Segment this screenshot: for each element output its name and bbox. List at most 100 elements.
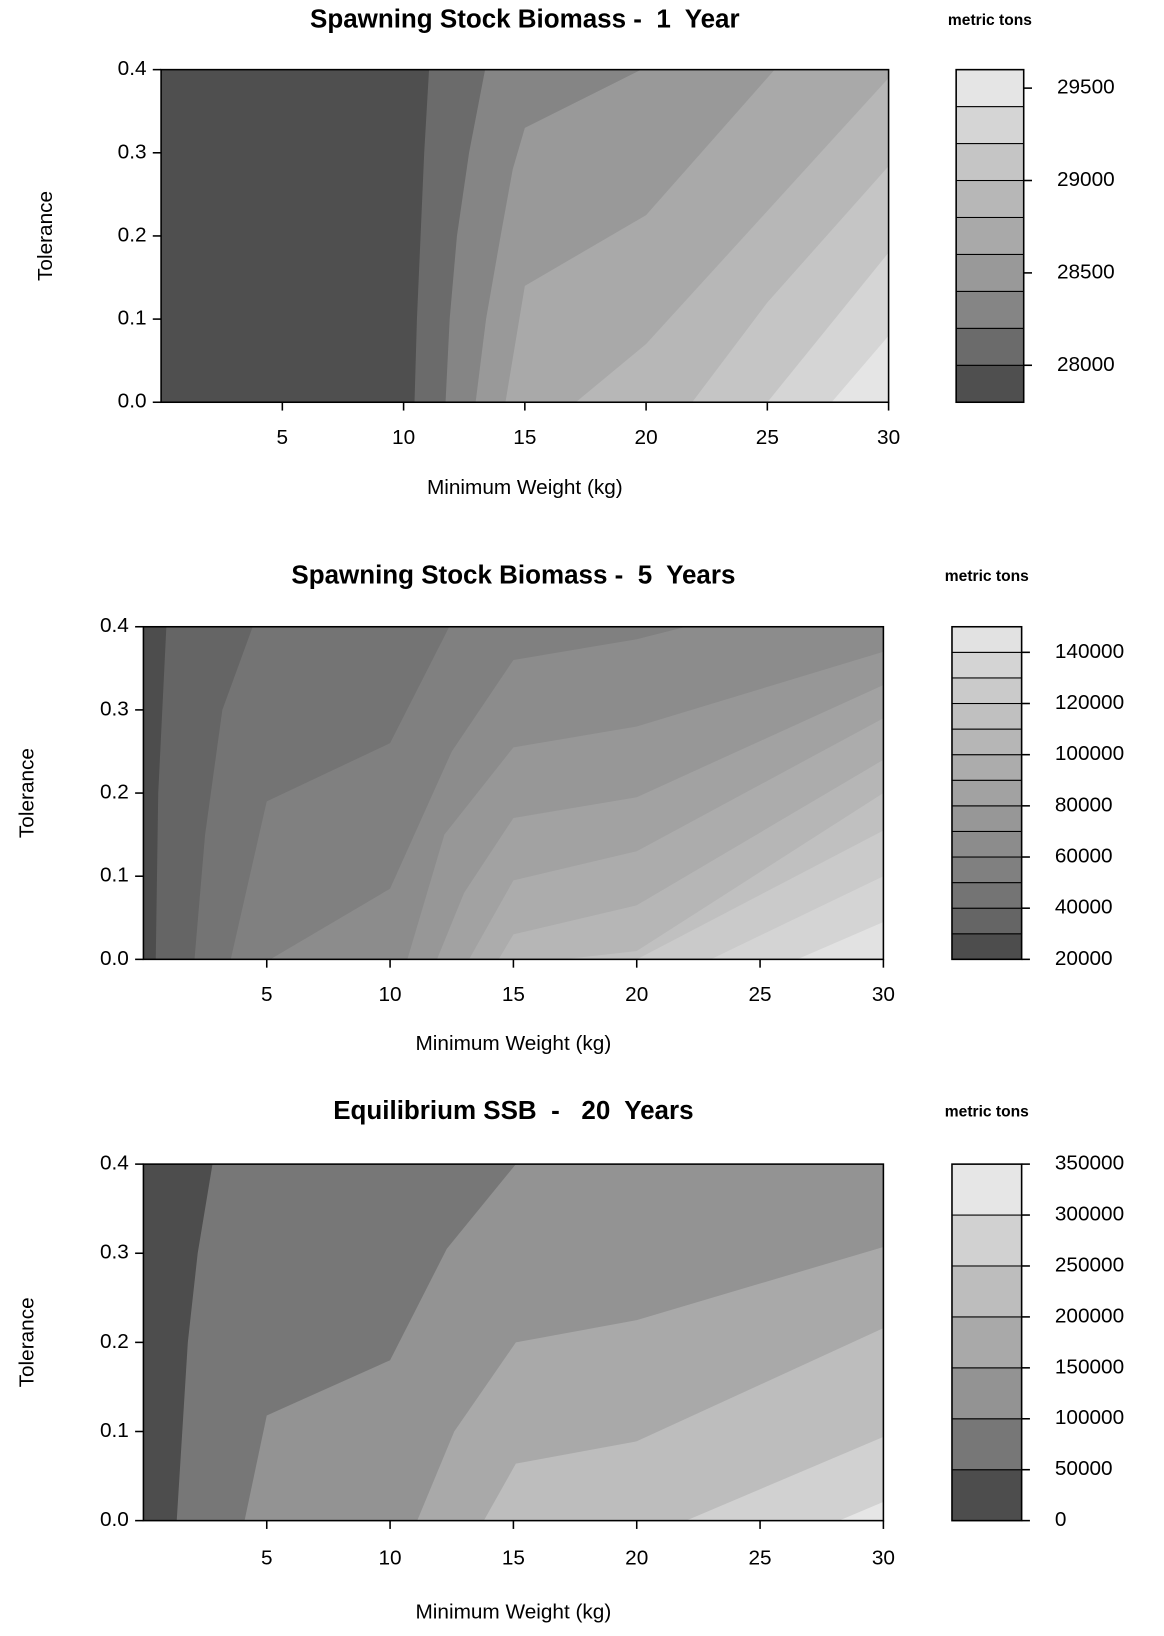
legend-tick-label: 300000 <box>1055 1203 1124 1226</box>
legend-tick-label: 20000 <box>1055 947 1113 970</box>
legend-band <box>951 1163 1023 1216</box>
legend-tick-label: 29500 <box>1057 76 1115 99</box>
legend-band <box>951 1265 1023 1318</box>
legend-band <box>951 1316 1023 1369</box>
y-tick-label: 0.3 <box>118 140 147 163</box>
x-tick-label: 15 <box>502 1547 525 1570</box>
legend-tick-label: 60000 <box>1055 845 1113 868</box>
y-tick-label: 0.2 <box>118 223 147 246</box>
y-tick-label: 0.4 <box>100 614 129 637</box>
legend-band <box>955 179 1025 218</box>
contour-region <box>143 626 253 960</box>
legend-band <box>955 216 1025 255</box>
legend-band <box>951 754 1023 781</box>
y-axis-label: Tolerance <box>34 191 57 281</box>
legend-band <box>955 364 1025 403</box>
legend-band <box>951 907 1023 935</box>
x-tick-label: 5 <box>277 426 289 449</box>
y-tick-label: 0.2 <box>100 781 129 804</box>
legend-frame <box>955 68 1025 404</box>
legend-band <box>951 1418 1023 1471</box>
legend-band <box>951 626 1023 653</box>
legend-band <box>955 69 1025 108</box>
legend-band <box>955 290 1025 329</box>
legend-tick-label: 120000 <box>1055 691 1124 714</box>
legend-band <box>951 856 1023 884</box>
contour-region <box>143 1164 213 1521</box>
x-tick-label: 20 <box>635 426 658 449</box>
y-tick-label: 0.1 <box>118 307 147 330</box>
legend-band <box>951 728 1023 756</box>
legend-tick-label: 29000 <box>1057 168 1115 191</box>
legend-band <box>951 882 1023 909</box>
legend-band <box>951 1367 1023 1420</box>
y-tick-label: 0.0 <box>100 1508 129 1531</box>
legend-band <box>955 253 1025 292</box>
x-tick-label: 30 <box>877 426 900 449</box>
legend-frame <box>951 625 1023 961</box>
legend-tick-label: 350000 <box>1055 1152 1124 1175</box>
legend-band <box>951 805 1023 832</box>
legend-tick-label: 0 <box>1055 1508 1067 1531</box>
x-tick-label: 25 <box>749 983 772 1006</box>
y-tick-label: 0.0 <box>118 390 147 413</box>
chart-title: Equilibrium SSB - 20 Years <box>333 1095 693 1125</box>
legend-tick-label: 200000 <box>1055 1304 1124 1327</box>
x-axis-label: Minimum Weight (kg) <box>416 1032 612 1055</box>
legend-band <box>951 1214 1023 1267</box>
chart-title: Spawning Stock Biomass - 1 Year <box>310 4 740 34</box>
y-tick-label: 0.2 <box>100 1330 129 1353</box>
legend-tick-label: 100000 <box>1055 1406 1124 1429</box>
y-tick-label: 0.4 <box>100 1152 129 1175</box>
legend-tick-label: 28000 <box>1057 353 1115 376</box>
x-axis-label: Minimum Weight (kg) <box>416 1601 612 1624</box>
legend-band <box>951 779 1023 807</box>
legend-frame <box>951 1163 1023 1522</box>
legend-tick-label: 80000 <box>1055 793 1113 816</box>
contour-region <box>143 626 167 960</box>
legend-title: metric tons <box>945 568 1029 585</box>
y-axis-label: Tolerance <box>16 1297 39 1387</box>
y-axis-label: Tolerance <box>16 748 39 838</box>
y-tick-label: 0.1 <box>100 864 129 887</box>
legend-band <box>951 1469 1023 1522</box>
legend-tick-label: 140000 <box>1055 640 1124 663</box>
x-tick-label: 10 <box>379 1547 402 1570</box>
y-tick-label: 0.3 <box>100 697 129 720</box>
x-tick-label: 10 <box>379 983 402 1006</box>
legend-band <box>951 702 1023 730</box>
legend-title: metric tons <box>948 12 1032 29</box>
x-tick-label: 5 <box>261 1547 273 1570</box>
legend-band <box>955 106 1025 145</box>
legend-title: metric tons <box>945 1103 1029 1120</box>
x-tick-label: 15 <box>513 426 536 449</box>
legend-tick-label: 50000 <box>1055 1457 1113 1480</box>
y-tick-label: 0.1 <box>100 1419 129 1442</box>
legend-tick-label: 150000 <box>1055 1355 1124 1378</box>
x-tick-label: 10 <box>392 426 415 449</box>
legend-band <box>955 327 1025 366</box>
legend-tick-label: 28500 <box>1057 260 1115 283</box>
contour-region <box>161 69 430 403</box>
x-tick-label: 20 <box>625 1547 648 1570</box>
x-tick-label: 30 <box>872 983 895 1006</box>
legend-band <box>951 933 1023 960</box>
y-tick-label: 0.3 <box>100 1241 129 1264</box>
legend-band <box>951 830 1023 858</box>
legend-band <box>951 677 1023 705</box>
legend-band <box>955 143 1025 182</box>
chart-title: Spawning Stock Biomass - 5 Years <box>291 560 735 590</box>
legend-tick-label: 100000 <box>1055 742 1124 765</box>
x-tick-label: 25 <box>756 426 779 449</box>
x-tick-label: 20 <box>625 983 648 1006</box>
legend-band <box>951 651 1023 679</box>
y-tick-label: 0.0 <box>100 947 129 970</box>
x-tick-label: 5 <box>261 983 273 1006</box>
legend-tick-label: 40000 <box>1055 896 1113 919</box>
x-tick-label: 15 <box>502 983 525 1006</box>
y-tick-label: 0.4 <box>118 57 147 80</box>
legend-tick-label: 250000 <box>1055 1253 1124 1276</box>
x-tick-label: 30 <box>872 1547 895 1570</box>
x-axis-label: Minimum Weight (kg) <box>427 476 623 499</box>
